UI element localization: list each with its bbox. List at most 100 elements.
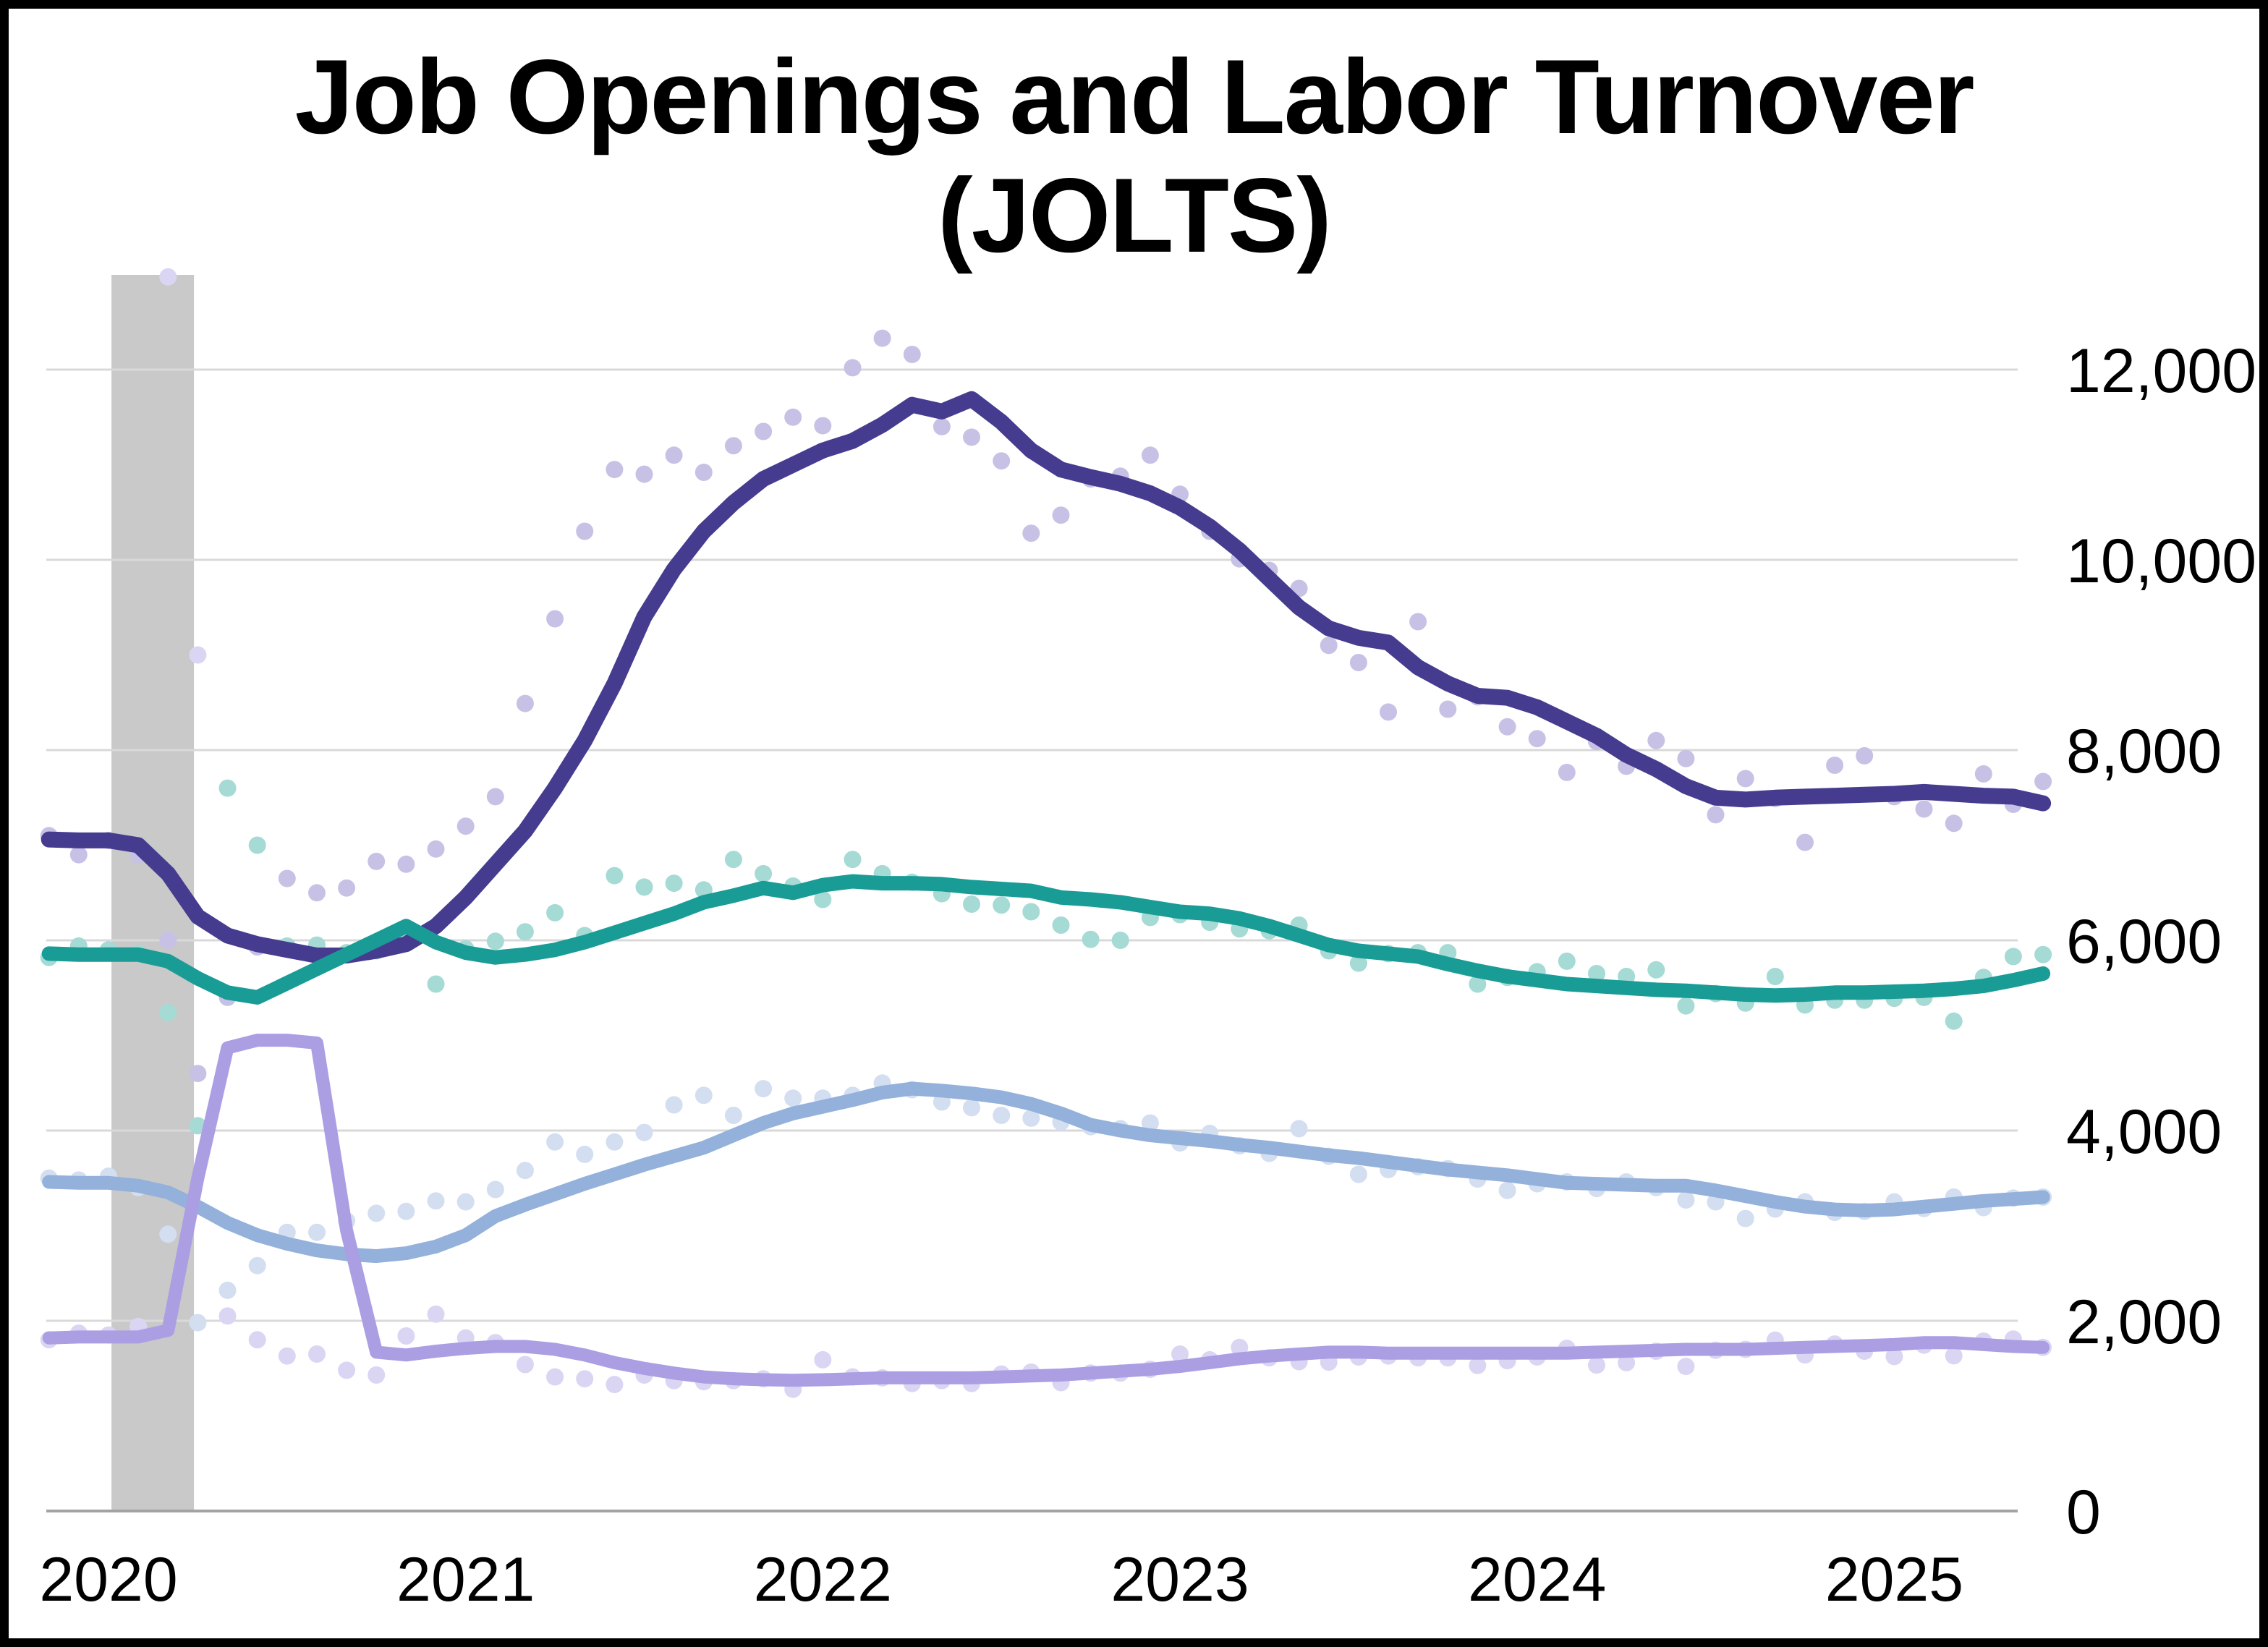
dot-layoffs-discharges	[368, 1366, 386, 1384]
dot-quits	[755, 1080, 773, 1098]
dot-job-openings	[1945, 814, 1963, 833]
dot-layoffs-discharges	[338, 1361, 356, 1379]
dot-job-openings	[1022, 524, 1040, 542]
dot-quits	[576, 1145, 594, 1163]
dot-hires	[1647, 961, 1665, 979]
dot-job-openings	[486, 788, 504, 806]
dot-layoffs-discharges	[1677, 1358, 1695, 1376]
dot-job-openings	[903, 346, 921, 363]
dot-hires	[248, 836, 266, 854]
dot-job-openings	[1974, 765, 1992, 783]
x-axis-tick-label: 2024	[1468, 1545, 1606, 1614]
dot-job-openings	[665, 446, 683, 464]
dot-hires	[1945, 1012, 1963, 1030]
dot-hires	[2004, 948, 2022, 966]
dot-job-openings	[576, 522, 594, 540]
y-axis-tick-label: 12,000	[2066, 336, 2256, 406]
dot-job-openings	[1141, 446, 1159, 464]
trend-line-job-openings	[41, 391, 2052, 963]
dot-layoffs-discharges	[516, 1356, 534, 1374]
dot-layoffs-discharges	[1618, 1353, 1636, 1371]
dot-hires	[516, 923, 534, 941]
chart-title-line2: (JOLTS)	[938, 156, 1332, 274]
dot-hires	[1111, 932, 1129, 949]
dot-job-openings	[873, 329, 891, 347]
dot-layoffs-discharges	[278, 1347, 296, 1365]
dot-job-openings	[456, 817, 475, 835]
dot-job-openings	[1409, 613, 1427, 631]
dot-hires	[427, 975, 445, 993]
dot-layoffs-discharges	[1171, 1345, 1189, 1363]
dot-hires	[724, 851, 742, 869]
dot-hires	[1588, 965, 1605, 982]
dot-job-openings	[1052, 506, 1070, 524]
dot-job-openings	[963, 428, 980, 446]
dot-quits	[159, 1225, 177, 1243]
dot-quits	[1677, 1191, 1695, 1209]
dot-quits	[1349, 1165, 1367, 1183]
dot-job-openings	[933, 417, 951, 435]
dot-job-openings	[993, 452, 1011, 470]
y-axis-tick-label: 8,000	[2066, 717, 2222, 786]
dot-layoffs-discharges	[159, 268, 177, 286]
dot-job-openings	[1528, 730, 1546, 748]
dot-job-openings	[1558, 763, 1576, 781]
dot-hires	[963, 895, 980, 913]
dot-hires	[755, 864, 773, 882]
dot-quits	[516, 1162, 534, 1180]
dot-layoffs-discharges	[427, 1305, 445, 1323]
x-axis-tick-label: 2020	[39, 1545, 177, 1614]
dot-layoffs-discharges	[1231, 1338, 1249, 1356]
chart-title-line1: Job Openings and Labor Turnover	[294, 38, 1974, 156]
dot-hires	[159, 1003, 177, 1021]
dot-job-openings	[368, 852, 386, 870]
y-axis-tick-label: 10,000	[2066, 527, 2256, 596]
dot-job-openings	[308, 884, 326, 902]
dot-job-openings	[1826, 757, 1844, 774]
dot-job-openings	[69, 846, 88, 864]
chart-title: Job Openings and Labor Turnover (JOLTS)	[0, 38, 2268, 274]
dot-hires	[1022, 903, 1040, 921]
dot-layoffs-discharges	[576, 1370, 594, 1388]
dot-hires	[993, 896, 1011, 914]
dot-quits	[248, 1256, 266, 1274]
dot-layoffs-discharges	[546, 1368, 564, 1386]
dot-job-openings	[784, 408, 802, 426]
dot-job-openings	[1439, 700, 1457, 718]
dot-layoffs-discharges	[248, 1331, 266, 1349]
dot-quits	[486, 1180, 504, 1199]
dot-layoffs-discharges	[1588, 1356, 1605, 1374]
dot-hires	[1082, 930, 1100, 948]
dot-quits	[1736, 1209, 1754, 1227]
dot-job-openings	[724, 437, 742, 455]
dot-job-openings	[695, 464, 713, 481]
dot-hires	[2034, 945, 2052, 963]
dot-quits	[695, 1086, 713, 1105]
dot-hires	[1349, 954, 1367, 972]
dot-job-openings	[1349, 654, 1367, 671]
dot-hires	[665, 874, 683, 893]
x-axis-tick-label: 2023	[1110, 1545, 1249, 1614]
dot-layoffs-discharges	[218, 1307, 237, 1325]
dot-layoffs-discharges	[1885, 1348, 1903, 1366]
dot-hires	[814, 890, 832, 908]
y-axis-tick-label: 2,000	[2066, 1288, 2222, 1357]
dot-quits	[784, 1089, 802, 1107]
dot-job-openings	[1498, 718, 1516, 736]
dot-layoffs-discharges	[189, 646, 207, 664]
y-axis-tick-label: 6,000	[2066, 907, 2222, 976]
dot-job-openings	[2034, 773, 2052, 791]
dot-layoffs-discharges	[397, 1327, 415, 1345]
dot-quits	[963, 1099, 980, 1117]
dot-quits	[546, 1133, 564, 1151]
dot-job-openings	[278, 869, 296, 888]
dot-quits	[1022, 1109, 1040, 1127]
dot-quits	[993, 1107, 1011, 1124]
dot-quits	[397, 1202, 415, 1220]
dot-job-openings	[397, 855, 415, 873]
dot-job-openings	[338, 879, 356, 897]
dot-job-openings	[1796, 833, 1814, 851]
dot-job-openings	[844, 359, 862, 377]
dot-quits	[606, 1133, 624, 1151]
dot-hires	[844, 851, 862, 869]
